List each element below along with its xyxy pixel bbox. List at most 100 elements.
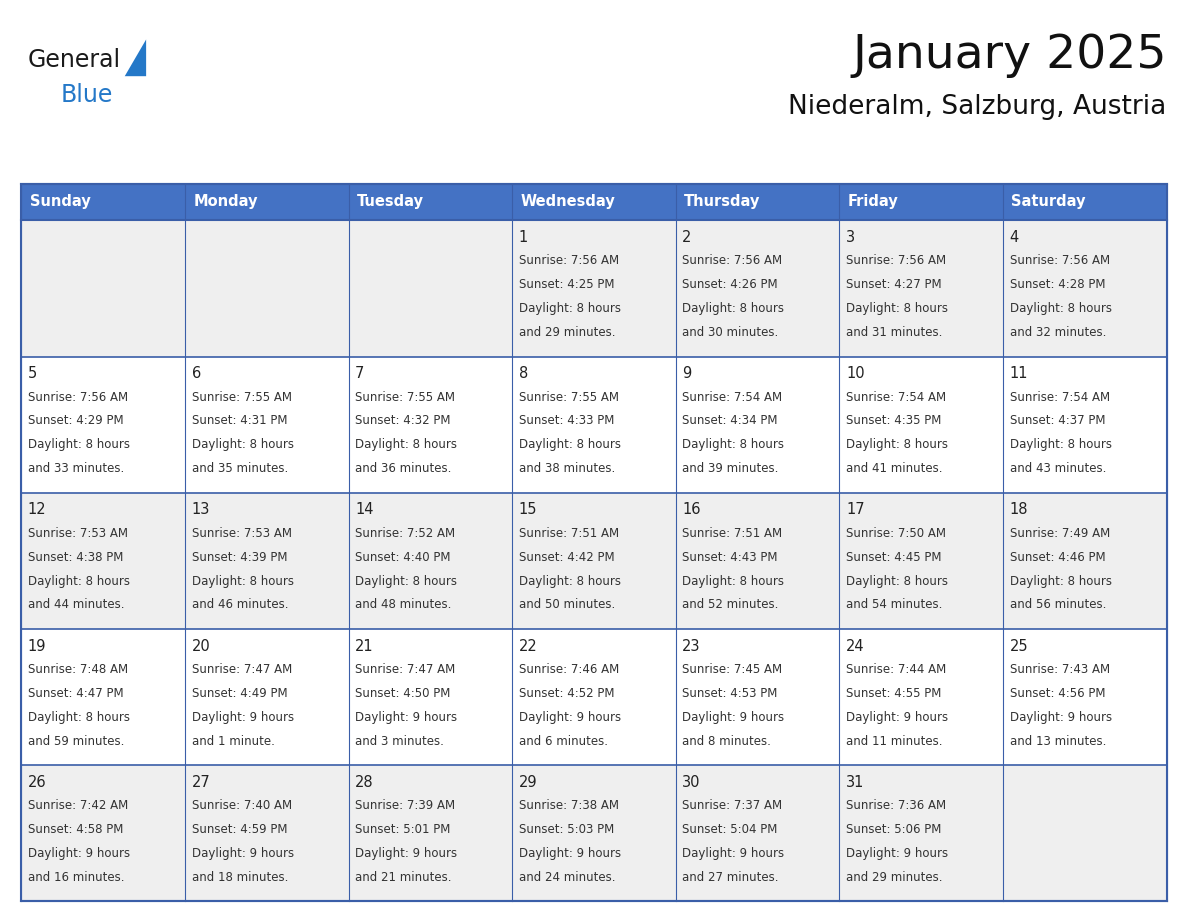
Bar xyxy=(21,184,185,220)
Text: and 39 minutes.: and 39 minutes. xyxy=(682,462,778,476)
Text: Sunset: 5:03 PM: Sunset: 5:03 PM xyxy=(519,823,614,836)
Text: Sunset: 4:35 PM: Sunset: 4:35 PM xyxy=(846,414,941,428)
Text: Sunset: 4:56 PM: Sunset: 4:56 PM xyxy=(1010,687,1105,700)
Text: Monday: Monday xyxy=(194,195,258,209)
Bar xyxy=(21,356,1167,493)
Text: Sunrise: 7:53 AM: Sunrise: 7:53 AM xyxy=(191,527,291,540)
Text: Sunset: 4:52 PM: Sunset: 4:52 PM xyxy=(519,687,614,700)
Text: Sunset: 4:39 PM: Sunset: 4:39 PM xyxy=(191,551,287,564)
Bar xyxy=(21,184,1167,901)
Text: and 36 minutes.: and 36 minutes. xyxy=(355,462,451,476)
Text: Sunset: 4:40 PM: Sunset: 4:40 PM xyxy=(355,551,450,564)
Text: Sunrise: 7:47 AM: Sunrise: 7:47 AM xyxy=(355,663,455,676)
Text: Sunset: 4:37 PM: Sunset: 4:37 PM xyxy=(1010,414,1105,428)
Text: Daylight: 8 hours: Daylight: 8 hours xyxy=(682,302,784,315)
Text: and 59 minutes.: and 59 minutes. xyxy=(29,734,125,747)
Text: Sunrise: 7:50 AM: Sunrise: 7:50 AM xyxy=(846,527,946,540)
Text: Sunrise: 7:45 AM: Sunrise: 7:45 AM xyxy=(682,663,783,676)
Text: Sunrise: 7:56 AM: Sunrise: 7:56 AM xyxy=(29,391,128,404)
Text: 2: 2 xyxy=(682,230,691,245)
Text: 9: 9 xyxy=(682,366,691,381)
Text: Daylight: 8 hours: Daylight: 8 hours xyxy=(682,575,784,588)
Text: Daylight: 8 hours: Daylight: 8 hours xyxy=(1010,438,1112,452)
Text: Sunrise: 7:51 AM: Sunrise: 7:51 AM xyxy=(519,527,619,540)
Text: Sunrise: 7:48 AM: Sunrise: 7:48 AM xyxy=(29,663,128,676)
Text: 18: 18 xyxy=(1010,502,1028,518)
Text: Sunset: 4:26 PM: Sunset: 4:26 PM xyxy=(682,278,778,291)
Bar xyxy=(348,184,512,220)
Text: Sunrise: 7:55 AM: Sunrise: 7:55 AM xyxy=(519,391,619,404)
Text: Daylight: 8 hours: Daylight: 8 hours xyxy=(682,438,784,452)
Text: Sunset: 4:31 PM: Sunset: 4:31 PM xyxy=(191,414,287,428)
Text: and 46 minutes.: and 46 minutes. xyxy=(191,599,287,611)
Text: Blue: Blue xyxy=(61,83,113,106)
Text: and 52 minutes.: and 52 minutes. xyxy=(682,599,778,611)
Text: Daylight: 8 hours: Daylight: 8 hours xyxy=(191,575,293,588)
Text: and 6 minutes.: and 6 minutes. xyxy=(519,734,608,747)
Text: Daylight: 9 hours: Daylight: 9 hours xyxy=(519,847,621,860)
Text: 11: 11 xyxy=(1010,366,1028,381)
Text: Sunrise: 7:54 AM: Sunrise: 7:54 AM xyxy=(846,391,946,404)
Text: 16: 16 xyxy=(682,502,701,518)
Text: Sunset: 4:55 PM: Sunset: 4:55 PM xyxy=(846,687,941,700)
Text: 4: 4 xyxy=(1010,230,1019,245)
Text: Daylight: 8 hours: Daylight: 8 hours xyxy=(519,438,621,452)
Text: Sunrise: 7:49 AM: Sunrise: 7:49 AM xyxy=(1010,527,1110,540)
Text: 31: 31 xyxy=(846,775,865,789)
Text: 6: 6 xyxy=(191,366,201,381)
Text: Sunrise: 7:51 AM: Sunrise: 7:51 AM xyxy=(682,527,783,540)
Text: Daylight: 9 hours: Daylight: 9 hours xyxy=(519,711,621,723)
Text: 19: 19 xyxy=(29,639,46,654)
Bar xyxy=(676,184,840,220)
Text: and 32 minutes.: and 32 minutes. xyxy=(1010,326,1106,339)
Polygon shape xyxy=(125,39,146,76)
Text: and 41 minutes.: and 41 minutes. xyxy=(846,462,942,476)
Text: Sunset: 4:34 PM: Sunset: 4:34 PM xyxy=(682,414,778,428)
Text: 3: 3 xyxy=(846,230,855,245)
Text: and 13 minutes.: and 13 minutes. xyxy=(1010,734,1106,747)
Text: Sunset: 4:53 PM: Sunset: 4:53 PM xyxy=(682,687,778,700)
Text: Sunset: 4:33 PM: Sunset: 4:33 PM xyxy=(519,414,614,428)
Text: General: General xyxy=(27,48,120,72)
Text: and 35 minutes.: and 35 minutes. xyxy=(191,462,287,476)
Text: Sunrise: 7:55 AM: Sunrise: 7:55 AM xyxy=(191,391,291,404)
Bar xyxy=(840,184,1003,220)
Text: Daylight: 8 hours: Daylight: 8 hours xyxy=(191,438,293,452)
Text: and 18 minutes.: and 18 minutes. xyxy=(191,871,287,884)
Text: and 29 minutes.: and 29 minutes. xyxy=(846,871,942,884)
Text: Daylight: 9 hours: Daylight: 9 hours xyxy=(846,847,948,860)
Bar xyxy=(512,184,676,220)
Text: Sunset: 4:47 PM: Sunset: 4:47 PM xyxy=(29,687,124,700)
Text: Sunset: 4:38 PM: Sunset: 4:38 PM xyxy=(29,551,124,564)
Text: and 56 minutes.: and 56 minutes. xyxy=(1010,599,1106,611)
Text: and 1 minute.: and 1 minute. xyxy=(191,734,274,747)
Text: 13: 13 xyxy=(191,502,210,518)
Text: and 31 minutes.: and 31 minutes. xyxy=(846,326,942,339)
Text: Daylight: 8 hours: Daylight: 8 hours xyxy=(846,302,948,315)
Text: 1: 1 xyxy=(519,230,527,245)
Text: 25: 25 xyxy=(1010,639,1028,654)
Text: Sunrise: 7:46 AM: Sunrise: 7:46 AM xyxy=(519,663,619,676)
Bar xyxy=(21,493,1167,629)
Text: 21: 21 xyxy=(355,639,374,654)
Text: 22: 22 xyxy=(519,639,537,654)
Text: 7: 7 xyxy=(355,366,365,381)
Text: and 48 minutes.: and 48 minutes. xyxy=(355,599,451,611)
Text: Sunset: 4:50 PM: Sunset: 4:50 PM xyxy=(355,687,450,700)
Text: Sunset: 5:04 PM: Sunset: 5:04 PM xyxy=(682,823,778,836)
Text: Wednesday: Wednesday xyxy=(520,195,615,209)
Text: Sunset: 4:58 PM: Sunset: 4:58 PM xyxy=(29,823,124,836)
Text: Sunrise: 7:55 AM: Sunrise: 7:55 AM xyxy=(355,391,455,404)
Text: Saturday: Saturday xyxy=(1011,195,1086,209)
Text: Sunrise: 7:42 AM: Sunrise: 7:42 AM xyxy=(29,800,128,812)
Text: Sunrise: 7:39 AM: Sunrise: 7:39 AM xyxy=(355,800,455,812)
Text: 5: 5 xyxy=(29,366,37,381)
Text: and 3 minutes.: and 3 minutes. xyxy=(355,734,444,747)
Text: and 24 minutes.: and 24 minutes. xyxy=(519,871,615,884)
Text: Daylight: 9 hours: Daylight: 9 hours xyxy=(1010,711,1112,723)
Text: Sunset: 4:46 PM: Sunset: 4:46 PM xyxy=(1010,551,1105,564)
Text: 8: 8 xyxy=(519,366,527,381)
Text: Daylight: 9 hours: Daylight: 9 hours xyxy=(682,711,784,723)
Text: Daylight: 9 hours: Daylight: 9 hours xyxy=(846,711,948,723)
Text: Sunset: 4:25 PM: Sunset: 4:25 PM xyxy=(519,278,614,291)
